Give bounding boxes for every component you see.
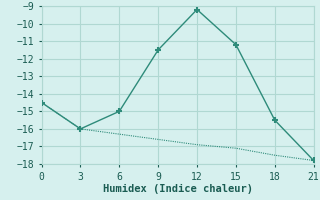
X-axis label: Humidex (Indice chaleur): Humidex (Indice chaleur) (103, 184, 252, 194)
